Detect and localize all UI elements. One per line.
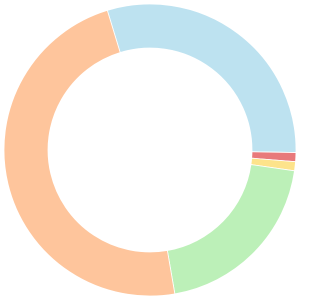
chart [3, 3, 297, 297]
donut-slice [166, 164, 295, 295]
donut-slice [3, 9, 176, 297]
donut-slice [106, 3, 297, 153]
page: {"chart_data": {"type": "donut", "values… [3, 3, 297, 297]
